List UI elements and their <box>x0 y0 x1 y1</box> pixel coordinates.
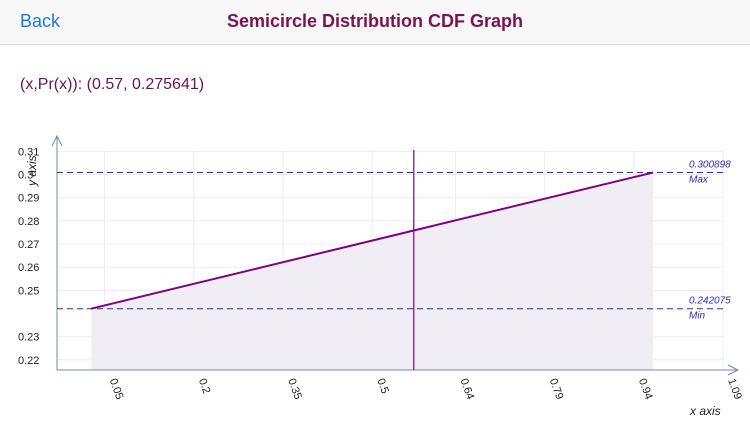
x-tick-label: 0.05 <box>107 377 126 401</box>
x-tick-label: 0.94 <box>636 377 655 401</box>
x-tick-label: 0.2 <box>196 377 213 395</box>
cursor-readout: (x,Pr(x)): (0.57, 0.275641) <box>20 76 204 94</box>
x-tick-label: 0.64 <box>458 377 477 401</box>
back-button[interactable]: Back <box>20 11 61 31</box>
y-tick-label: 0.23 <box>18 332 39 344</box>
y-tick-label: 0.25 <box>18 285 39 297</box>
page-title: Semicircle Distribution CDF Graph <box>226 11 524 31</box>
readout-value: (0.57, 0.275641) <box>86 76 205 93</box>
y-tick-label: 0.29 <box>18 193 39 205</box>
x-tick-label: 1.09 <box>725 377 744 401</box>
x-tick-label: 0.5 <box>374 377 391 395</box>
x-axis-arrow-icon <box>727 364 740 376</box>
x-tick-label: 0.35 <box>285 377 304 401</box>
y-axis-arrow-icon <box>51 134 63 147</box>
navigation-bar: Back Semicircle Distribution CDF Graph <box>0 0 750 45</box>
readout-label: (x,Pr(x)): <box>20 76 83 93</box>
y-tick-label: 0.22 <box>18 355 39 367</box>
cdf-curve-line <box>90 171 654 310</box>
cdf-area-fill <box>91 172 654 370</box>
x-axis-title: x axis <box>689 404 721 418</box>
y-tick-label: 0.27 <box>18 239 39 251</box>
y-tick-label: 0.31 <box>18 146 39 158</box>
y-axis-title: y axis <box>25 155 39 187</box>
max-label: Max <box>689 174 709 185</box>
y-tick-label: 0.3 <box>18 170 33 182</box>
y-tick-label: 0.28 <box>18 216 39 228</box>
max-value-label: 0.300898 <box>689 159 731 170</box>
y-tick-label: 0.26 <box>18 262 39 274</box>
x-tick-label: 0.79 <box>547 377 566 401</box>
min-label: Min <box>689 311 706 322</box>
min-value-label: 0.242075 <box>689 296 731 307</box>
